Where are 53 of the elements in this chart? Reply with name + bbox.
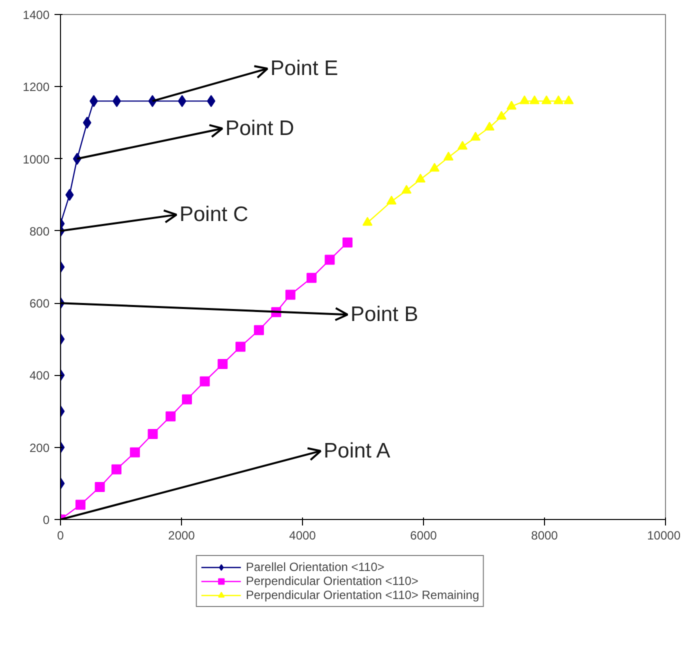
point — [166, 411, 176, 422]
point — [182, 394, 192, 404]
x-tick-label: 0 — [57, 528, 64, 542]
point — [306, 272, 317, 283]
point — [285, 290, 296, 300]
y-tick-label: 800 — [29, 224, 50, 238]
x-tick-label: 6000 — [410, 528, 438, 542]
annotation: Point E — [270, 57, 338, 80]
point — [342, 237, 353, 248]
point — [415, 174, 426, 182]
legend-label: Parellel Orientation <110> — [246, 560, 384, 574]
x-tick-label: 4000 — [289, 528, 316, 542]
y-tick-label: 1200 — [22, 80, 50, 94]
point — [443, 152, 454, 160]
point — [530, 95, 540, 104]
point — [553, 95, 564, 104]
point — [148, 429, 158, 440]
y-tick-label: 0 — [42, 513, 50, 527]
x-tick-label: 8000 — [531, 528, 558, 542]
point — [94, 482, 105, 492]
point — [324, 254, 335, 265]
annotation: Point A — [324, 439, 390, 462]
point — [235, 342, 246, 352]
point — [564, 95, 574, 104]
point — [75, 500, 86, 510]
point — [541, 95, 552, 104]
y-tick-label: 600 — [29, 296, 50, 311]
point — [402, 184, 412, 194]
point — [484, 122, 495, 130]
point — [430, 162, 440, 172]
y-tick-label: 400 — [29, 368, 50, 383]
point — [470, 132, 481, 141]
annotation: Point D — [225, 116, 294, 140]
annotation: Point C — [179, 203, 248, 226]
y-tick-label: 1400 — [22, 8, 50, 22]
point — [218, 359, 228, 370]
legend-label: Perpendicular Orientation <110> — [246, 574, 418, 588]
point — [362, 216, 372, 226]
point — [519, 95, 530, 104]
point — [458, 140, 468, 150]
y-tick-label: 1000 — [22, 152, 50, 166]
annotation: Point B — [350, 303, 418, 326]
y-tick-label: 200 — [29, 440, 50, 455]
point — [200, 376, 210, 386]
legend-label: Perpendicular Orientation <110> Remaining — [246, 588, 480, 602]
point — [254, 325, 264, 336]
point — [386, 196, 396, 204]
point — [130, 447, 140, 458]
x-tick-label: 10000 — [647, 528, 681, 542]
point — [506, 100, 517, 110]
point — [496, 110, 506, 120]
x-tick-label: 2000 — [168, 528, 196, 542]
point — [111, 464, 122, 474]
